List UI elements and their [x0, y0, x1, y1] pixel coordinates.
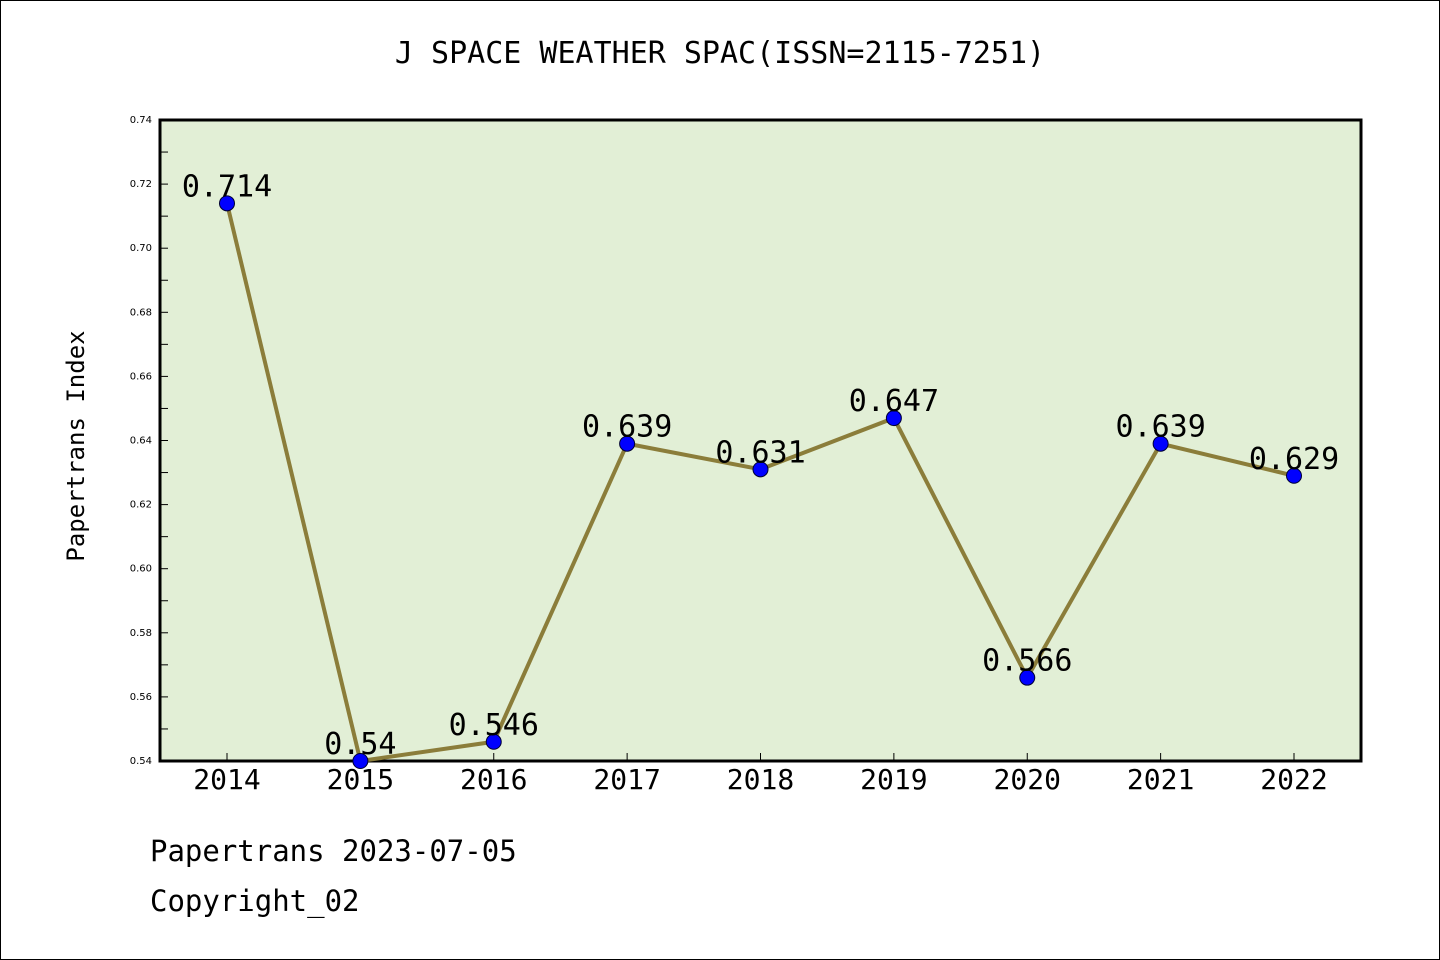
data-point-marker — [1019, 669, 1036, 686]
data-point-marker — [1286, 467, 1302, 484]
data-markers — [219, 195, 1302, 769]
y-axis-label: Papertrans Index — [62, 330, 90, 561]
y-tick-label: 0.56 — [130, 692, 152, 703]
data-labels: 0.714 0.54 0.546 0.639 0.631 0.647 0.566 0.639 0… — [182, 169, 1339, 762]
footer-copyright: Copyright_02 — [150, 884, 360, 918]
data-point-marker — [1152, 435, 1169, 452]
y-tick-label: 0.58 — [130, 628, 152, 639]
data-label: 0.647 — [849, 384, 939, 419]
data-label: 0.714 — [182, 169, 272, 204]
y-tick-label: 0.60 — [130, 564, 152, 575]
x-axis: 2014 2015 2016 2017 2018 2019 2020 2021 2022 — [193, 753, 1328, 796]
y-tick-label: 0.70 — [130, 243, 152, 254]
data-label: 0.546 — [449, 708, 539, 743]
x-tick-label: 2014 — [193, 763, 260, 796]
footer-date: Papertrans 2023-07-05 — [150, 834, 517, 868]
data-point-marker — [752, 461, 769, 478]
data-point-marker — [885, 410, 902, 427]
y-axis: 0.54 0.56 0.58 0.60 0.62 0.64 0.66 0.68 0.70 0.72… — [130, 115, 168, 767]
y-tick-label: 0.68 — [130, 307, 152, 318]
y-tick-label: 0.64 — [130, 436, 152, 447]
data-point-marker — [485, 733, 502, 750]
x-tick-label: 2016 — [460, 763, 527, 796]
x-tick-label: 2022 — [1260, 763, 1327, 796]
x-tick-label: 2021 — [1127, 763, 1194, 796]
data-label: 0.566 — [982, 644, 1072, 679]
data-label: 0.629 — [1249, 442, 1339, 477]
data-point-marker — [352, 753, 369, 769]
x-tick-label: 2018 — [727, 763, 794, 796]
y-tick-label: 0.66 — [130, 371, 152, 382]
chart-title: J SPACE WEATHER SPAC(ISSN=2115-7251) — [394, 36, 1046, 71]
data-label: 0.54 — [324, 727, 396, 762]
y-tick-label: 0.62 — [130, 500, 152, 511]
data-point-marker — [219, 195, 235, 212]
data-label: 0.639 — [582, 410, 672, 445]
y-tick-label: 0.72 — [130, 179, 152, 190]
data-point-marker — [619, 435, 636, 452]
x-tick-label: 2017 — [593, 763, 660, 796]
data-label: 0.631 — [715, 435, 805, 470]
y-tick-label: 0.74 — [130, 115, 152, 126]
y-tick-label: 0.54 — [130, 756, 152, 767]
data-label: 0.639 — [1115, 410, 1205, 445]
x-tick-label: 2019 — [860, 763, 927, 796]
x-tick-label: 2020 — [994, 763, 1061, 796]
